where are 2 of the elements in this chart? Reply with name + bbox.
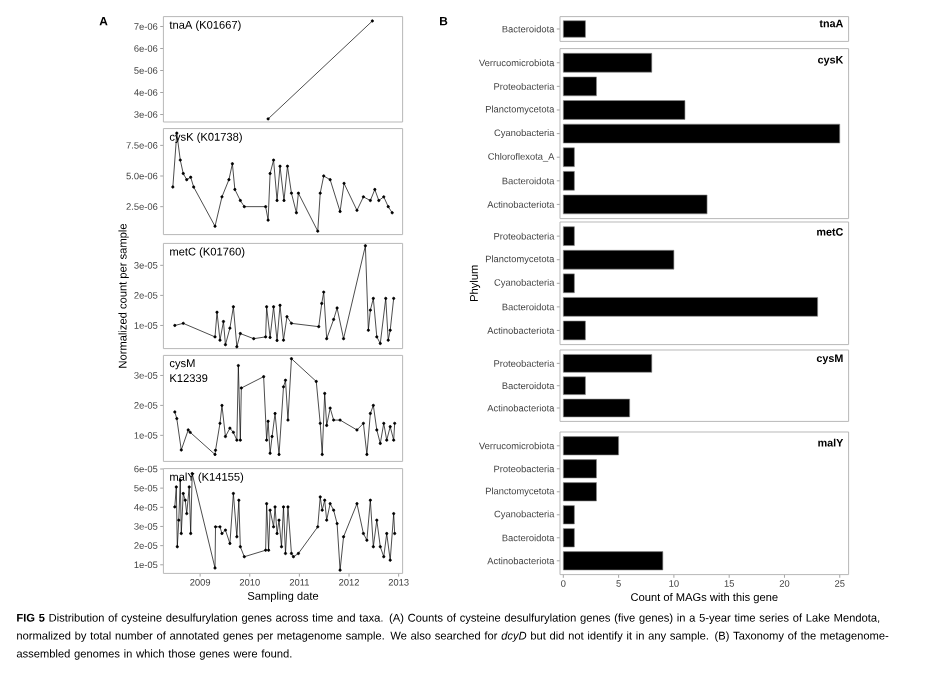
bar xyxy=(563,226,575,246)
bar xyxy=(563,100,686,120)
